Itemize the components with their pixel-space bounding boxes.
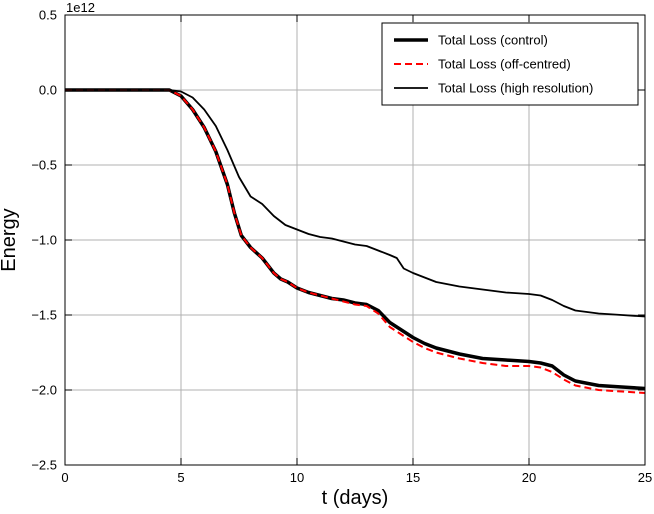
- y-tick-label: −1.0: [31, 233, 57, 248]
- axis-ticks: 0 5 10 15 20 25 0.5 0.0 −0.5 −1.0 −1.5 −2.0 −2.5: [31, 8, 652, 486]
- x-tick-label: 20: [522, 470, 536, 485]
- x-axis-label: t (days): [322, 487, 389, 509]
- x-tick-label: 5: [177, 470, 184, 485]
- y-tick-label: −2.5: [31, 458, 57, 473]
- x-tick-label: 0: [61, 470, 68, 485]
- y-axis-label: Energy: [0, 208, 20, 271]
- y-tick-label: −0.5: [31, 158, 57, 173]
- legend: Total Loss (control) Total Loss (off-cent…: [381, 22, 639, 106]
- series-lines: [65, 88, 646, 394]
- x-tick-label: 25: [638, 470, 652, 485]
- legend-frame: [381, 22, 639, 106]
- y-tick-label: 0.5: [39, 8, 57, 23]
- legend-label: Total Loss (control): [438, 33, 548, 48]
- series-line-3: [65, 89, 646, 318]
- y-tick-label: 0.0: [39, 83, 57, 98]
- series-line-1: [65, 88, 646, 391]
- x-tick-label: 15: [406, 470, 420, 485]
- legend-label: Total Loss (off-centred): [438, 57, 571, 72]
- x-tick-label: 10: [290, 470, 304, 485]
- y-tick-label: −1.5: [31, 308, 57, 323]
- y-multiplier-label: 1e12: [66, 0, 95, 15]
- legend-label: Total Loss (high resolution): [438, 81, 593, 96]
- series-line-2: [65, 89, 646, 394]
- y-tick-label: −2.0: [31, 383, 57, 398]
